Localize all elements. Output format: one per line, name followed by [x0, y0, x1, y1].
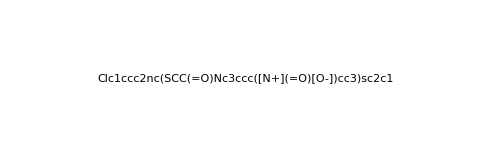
Text: Clc1ccc2nc(SCC(=O)Nc3ccc([N+](=O)[O-])cc3)sc2c1: Clc1ccc2nc(SCC(=O)Nc3ccc([N+](=O)[O-])cc… [98, 73, 394, 84]
